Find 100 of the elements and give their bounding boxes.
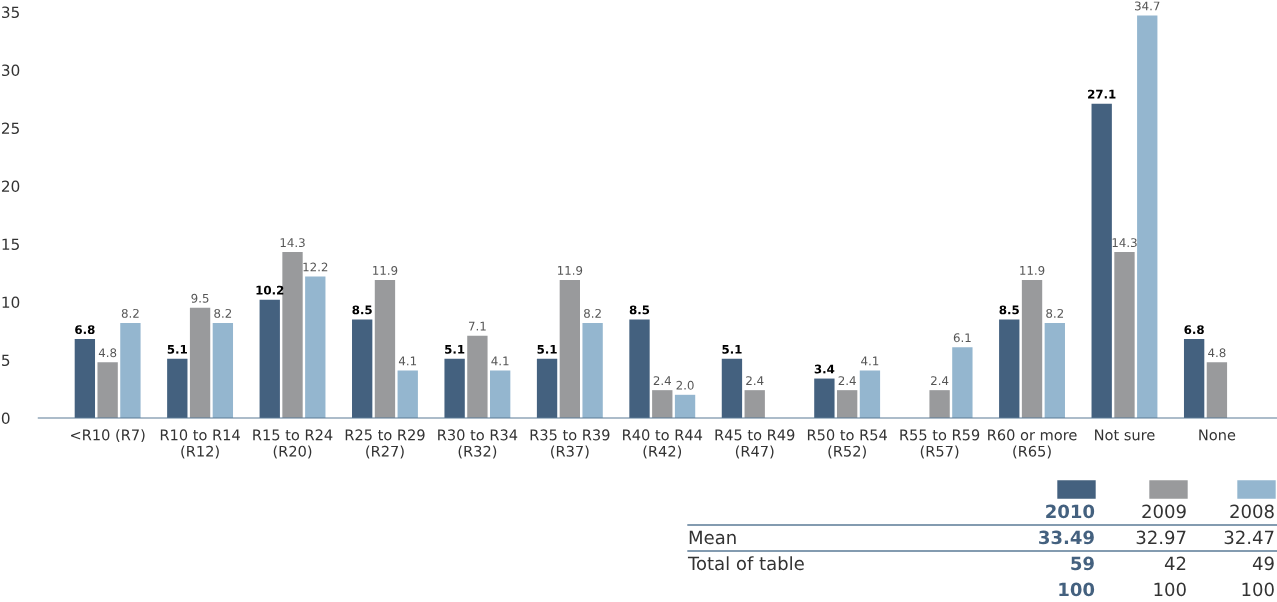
x-tick-label: R55 to R59 (R57) [900,429,980,459]
text: 59 [1071,556,1094,571]
bar [259,299,280,418]
bar [999,319,1020,418]
x-tick-label: R35 to R39 (R37) [530,429,610,459]
bar [189,307,211,418]
data-label: 5.1 [445,345,465,354]
data-label: 6.1 [953,333,971,343]
bar [836,390,858,418]
text: 100 [1059,582,1095,597]
data-label: 5.1 [722,345,742,354]
x-tick-label: R45 to R49 (R47) [715,429,795,459]
data-label: 34.7 [1135,1,1160,11]
bar [467,335,488,418]
data-label: 11.9 [1020,265,1045,275]
y-tick-label: 30 [2,64,20,77]
bar [1183,339,1205,418]
bar [167,358,188,418]
y-tick-label: 5 [2,354,10,367]
data-label: 3.4 [814,364,835,374]
y-tick-label: 20 [1,180,20,193]
data-label: 4.8 [1208,348,1226,358]
text: 32.97 [1136,530,1186,545]
text: 42 [1164,556,1186,570]
text: 32.47 [1224,530,1274,545]
data-label: 5.1 [537,345,557,354]
data-label: 11.9 [373,265,398,275]
x-tick-label: <R10 (R7) [71,429,145,443]
data-label: 8.2 [121,308,139,318]
bar [305,276,326,418]
x-tick-label: None [1199,429,1236,441]
data-label: 2.4 [931,376,949,385]
data-label: 4.1 [861,356,879,366]
data-label: 4.1 [398,356,417,366]
x-tick-label: R30 to R34 (R32) [438,429,518,459]
data-label: 4.1 [491,356,509,366]
bar [490,370,511,418]
text: 49 [1252,556,1274,571]
x-tick-label: R15 to R24 (R20) [253,429,333,459]
y-tick-label: 35 [2,6,19,19]
bar [374,279,396,418]
x-tick-label: R10 to R14 (R12) [160,429,240,459]
bar [629,319,650,418]
bar [352,319,373,418]
data-label: 14.3 [1112,238,1137,248]
data-label: 11.9 [557,265,583,275]
bar [674,394,696,418]
x-tick-label: R25 to R29 (R27) [345,429,425,459]
data-label: 10.2 [256,285,284,295]
data-label: 2.4 [653,376,671,385]
data-label: 2.4 [838,376,856,385]
y-tick-label: 0 [1,412,10,425]
bar [1091,103,1112,418]
bar [744,390,765,418]
bar [721,358,743,418]
text: 100 [1154,582,1186,597]
y-tick-label: 15 [2,238,19,251]
bar [120,322,141,418]
y-tick-label: 10 [2,296,20,309]
bar [859,370,881,418]
data-label: 8.2 [214,308,232,318]
bar [1206,362,1228,418]
bar [444,358,465,418]
bar [559,279,581,418]
text: Mean [689,530,736,545]
data-label: 4.8 [98,348,117,358]
data-label: 8.2 [1046,308,1064,318]
text: 100 [1242,582,1274,597]
legend-label: 2008 [1230,504,1274,519]
data-label: 8.5 [629,305,650,315]
bar [282,252,303,418]
y-tick-label: 25 [1,122,19,135]
bar [1114,252,1135,418]
data-label: 27.1 [1088,89,1116,99]
bar [929,390,950,418]
data-label: 12.2 [303,262,328,272]
x-tick-label: Not sure [1095,429,1155,441]
legend-label: 2010 [1046,504,1095,519]
x-tick-label: R60 or more (R65) [988,429,1077,459]
legend-label: 2009 [1142,504,1186,519]
bar [212,322,234,418]
data-label: 6.8 [75,325,95,335]
bar [652,390,673,418]
bar [1021,279,1043,418]
data-label: 9.5 [191,293,209,303]
bar [1044,322,1065,418]
data-label: 14.3 [280,238,305,248]
data-label: 8.5 [999,305,1019,315]
data-label: 7.1 [468,321,486,331]
bar [582,322,603,418]
data-label: 8.2 [584,308,601,318]
data-label: 2.0 [676,380,694,390]
data-label: 2.4 [746,376,764,385]
bar [536,358,558,418]
bar [814,378,835,418]
bar [1137,15,1158,418]
bar [397,370,418,418]
x-tick-label: R40 to R44 (R42) [623,429,703,459]
text: Total of table [687,556,804,571]
data-label: 6.8 [1184,325,1204,335]
